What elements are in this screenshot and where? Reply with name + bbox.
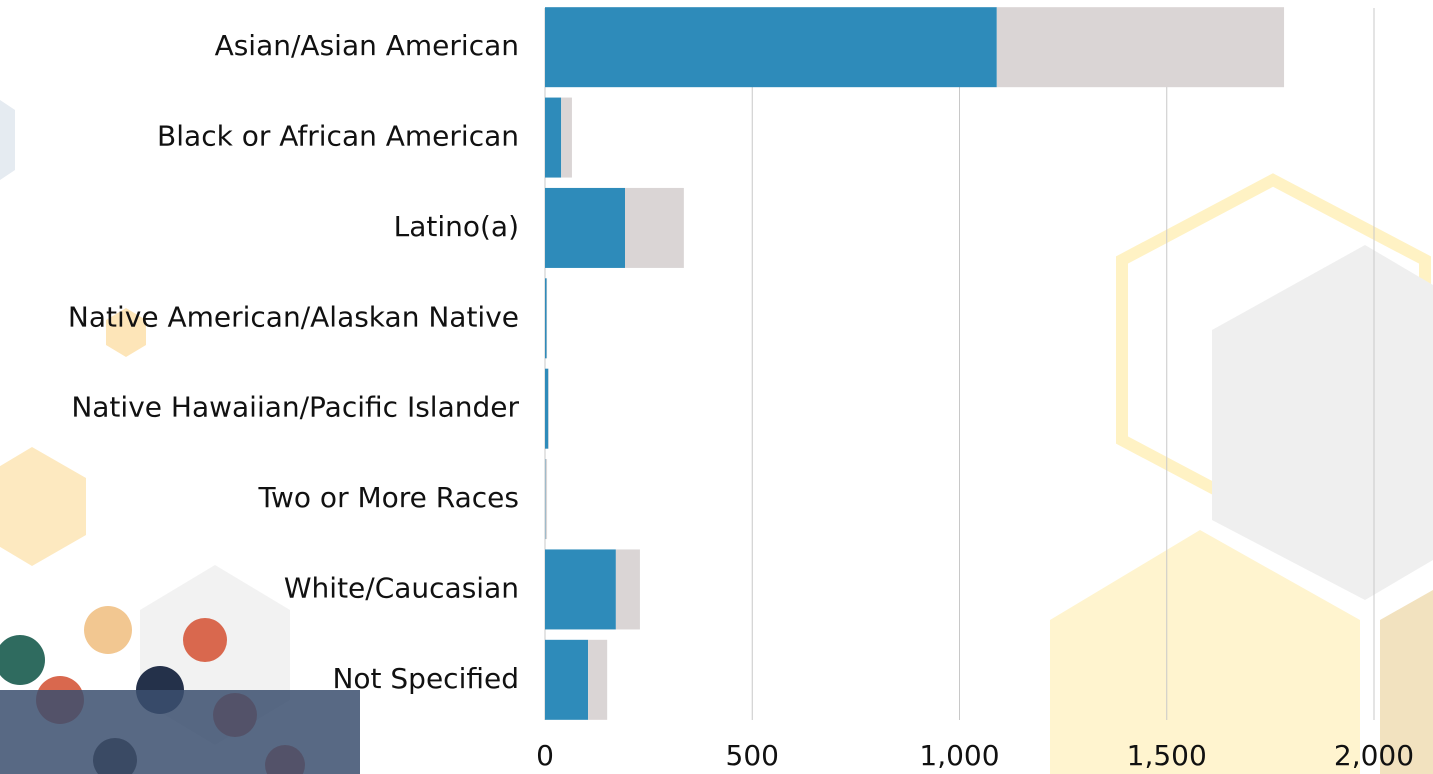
- bar-segment: [616, 549, 640, 629]
- bar-segment: [588, 640, 607, 720]
- bar-segment: [997, 7, 1284, 87]
- bar-segment: [545, 278, 547, 358]
- bar-segment: [625, 188, 684, 268]
- x-tick-label: 0: [536, 739, 554, 772]
- bar-segment: [545, 640, 588, 720]
- bar-segment: [545, 549, 616, 629]
- category-label: Two or More Races: [258, 481, 519, 514]
- x-tick-label: 2,000: [1334, 739, 1414, 772]
- category-label: Black or African American: [157, 120, 519, 153]
- category-label: Not Specified: [332, 662, 519, 695]
- bar-segment: [545, 98, 561, 178]
- x-tick-label: 500: [726, 739, 779, 772]
- bar-segment: [545, 188, 625, 268]
- x-tick-label: 1,500: [1127, 739, 1207, 772]
- category-label: Latino(a): [394, 210, 519, 243]
- bar-segment: [545, 7, 997, 87]
- decoration: [0, 100, 1433, 774]
- bar-segment: [561, 98, 572, 178]
- category-label: White/Caucasian: [284, 571, 519, 604]
- bar-segment: [545, 459, 547, 539]
- chart: 0 500 1,000 1,500 2,000 Asian/Asian American B…: [0, 0, 1433, 774]
- category-label: Asian/Asian American: [215, 29, 519, 62]
- bar-segment: [545, 369, 548, 449]
- category-label: Native Hawaiian/Pacific Islander: [71, 391, 519, 424]
- x-tick-label: 1,000: [919, 739, 999, 772]
- category-label: Native American/Alaskan Native: [68, 300, 519, 333]
